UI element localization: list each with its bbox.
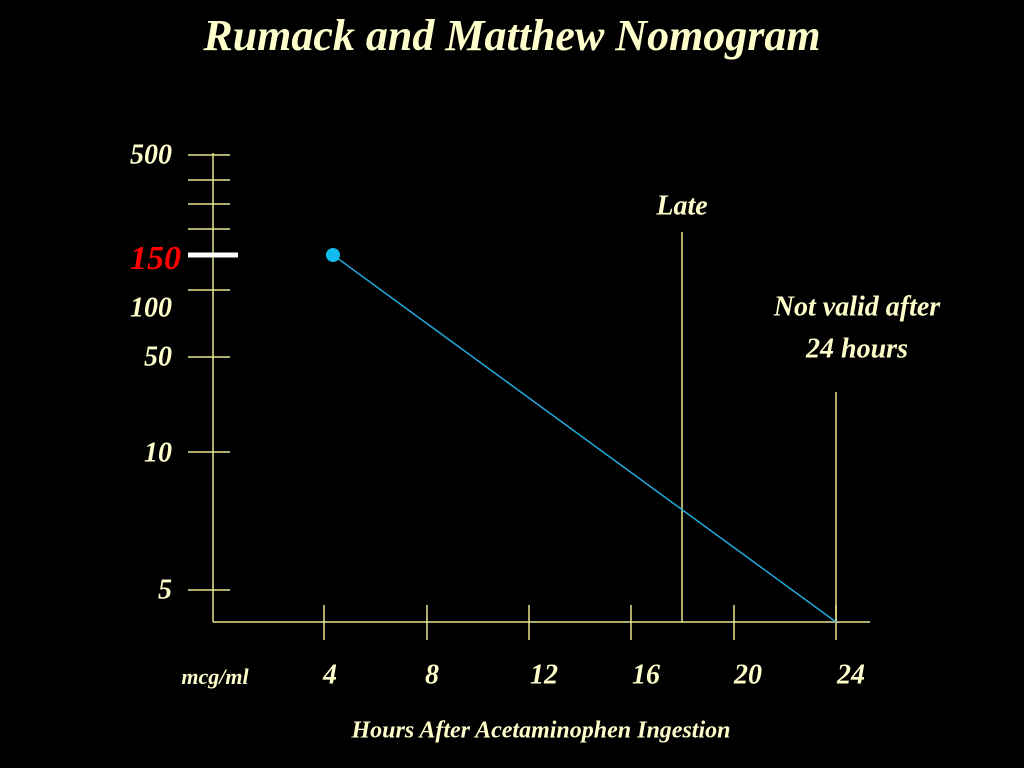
- decay-line: [332, 254, 837, 623]
- x-title: Hours After Acetaminophen Ingestion: [351, 718, 731, 744]
- y-label: 100: [130, 292, 172, 323]
- x-label: 16: [632, 659, 660, 690]
- x-label: 20: [733, 659, 762, 690]
- x-label: 4: [322, 659, 337, 690]
- x-label: 12: [530, 659, 558, 690]
- unit-label: mcg/ml: [181, 664, 249, 689]
- title: Rumack and Matthew Nomogram: [202, 11, 820, 60]
- y-label-highlight: 150: [130, 240, 181, 277]
- x-label: 24: [836, 659, 865, 690]
- y-label: 500: [130, 139, 172, 170]
- start-point: [326, 248, 340, 262]
- limit-label: Not valid after: [773, 291, 942, 322]
- y-ticks: [188, 154, 238, 591]
- y-label: 10: [144, 437, 172, 468]
- y-label: 50: [144, 341, 172, 372]
- limit-label: 24 hours: [805, 333, 908, 364]
- x-label: 8: [425, 659, 439, 690]
- y-label: 5: [158, 574, 172, 605]
- late-label: Late: [655, 190, 707, 221]
